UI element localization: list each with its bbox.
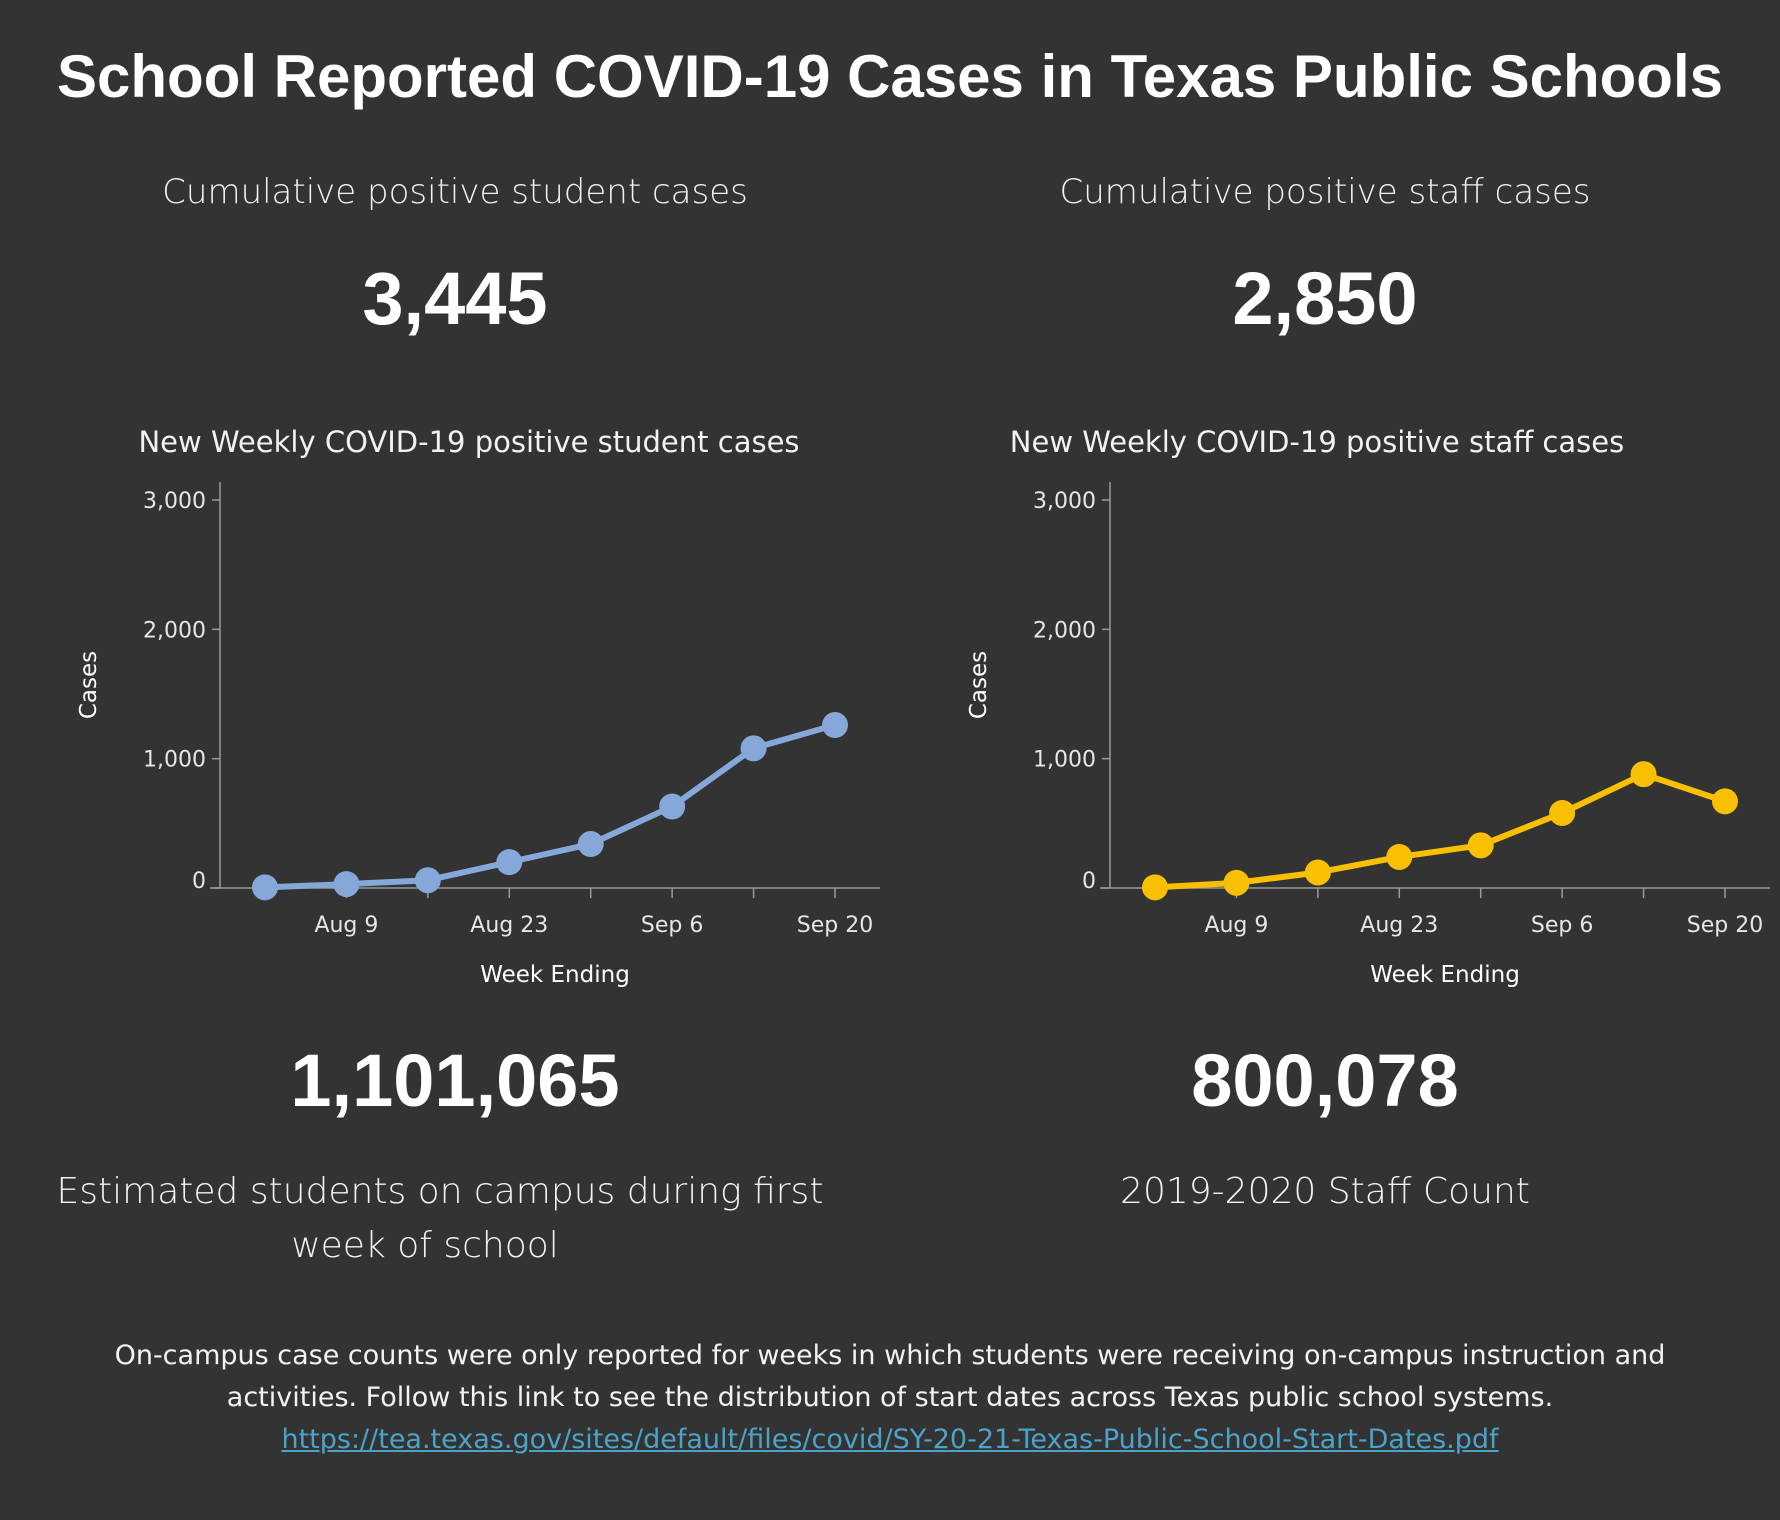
staff-chart-x-tick-label: Aug 9 <box>1204 913 1268 938</box>
staff-chart-x-tick-label: Aug 23 <box>1360 913 1438 938</box>
staff-chart-series-line <box>1152 771 1728 891</box>
students-on-campus-label-line1: Estimated students on campus during firs… <box>56 1171 824 1212</box>
student-chart-data-point <box>496 849 523 876</box>
students-on-campus-label: Estimated students on campus during firs… <box>0 1165 880 1273</box>
student-chart-x-tick-label: Aug 23 <box>470 913 548 938</box>
staff-chart-data-point <box>1223 869 1250 896</box>
staff-cumulative-label: Cumulative positive staff cases <box>1059 172 1591 212</box>
student-cumulative-value: 3,445 <box>362 257 548 340</box>
staff-chart-data-point <box>1467 832 1494 859</box>
student-chart-y-tick-label: 3,000 <box>143 489 206 514</box>
staff-chart: 0 1,000 2,000 3,000 Aug 9 Aug 23 Sep 6 Sep 20 We… <box>966 482 1770 988</box>
student-chart: 0 1,000 2,000 3,000 Aug 9 Aug 23 Sep 6 Sep 20 We… <box>76 482 880 988</box>
staff-chart-y-axis-title: Cases <box>966 651 992 719</box>
student-chart-y-tick-label: 0 <box>192 869 206 894</box>
staff-chart-data-point <box>1304 859 1331 886</box>
students-on-campus-value: 1,101,065 <box>290 1039 620 1122</box>
staff-chart-y-tick-label: 1,000 <box>1033 748 1096 773</box>
staff-chart-data-point <box>1142 874 1168 901</box>
staff-chart-y-tick-label: 3,000 <box>1033 489 1096 514</box>
staff-cumulative-value: 2,850 <box>1232 257 1418 340</box>
staff-chart-data-point <box>1712 788 1738 815</box>
student-chart-title: New Weekly COVID-19 positive student cas… <box>138 425 800 459</box>
student-chart-data-point <box>333 871 360 898</box>
student-chart-x-tick-label: Sep 20 <box>797 913 873 938</box>
student-chart-series-line <box>262 722 838 891</box>
student-chart-data-point <box>822 712 848 739</box>
staff-chart-data-point <box>1386 843 1413 870</box>
footnote-line2: activities. Follow this link to see the … <box>226 1382 1554 1413</box>
student-chart-data-point <box>740 735 767 762</box>
student-chart-data-point <box>414 867 441 894</box>
student-chart-data-point <box>252 874 278 901</box>
staff-count-value: 800,078 <box>1191 1039 1459 1122</box>
staff-chart-x-axis-title: Week Ending <box>1370 962 1520 988</box>
staff-chart-data-point <box>1630 761 1657 788</box>
student-chart-y-tick-label: 2,000 <box>143 618 206 643</box>
footnote: On-campus case counts were only reported… <box>60 1335 1720 1461</box>
footnote-line1: On-campus case counts were only reported… <box>114 1340 1666 1371</box>
start-dates-link[interactable]: https://tea.texas.gov/sites/default/file… <box>281 1424 1499 1455</box>
student-chart-x-axis-title: Week Ending <box>480 962 630 988</box>
staff-chart-x-tick-label: Sep 20 <box>1687 913 1763 938</box>
staff-chart-x-tick-label: Sep 6 <box>1531 913 1593 938</box>
page-title: School Reported COVID-19 Cases in Texas … <box>57 43 1723 110</box>
staff-chart-title: New Weekly COVID-19 positive staff cases <box>1009 425 1625 459</box>
student-chart-data-point <box>659 793 686 820</box>
students-on-campus-label-line2: week of school <box>291 1225 559 1266</box>
student-chart-data-point <box>577 831 604 858</box>
staff-chart-y-tick-label: 2,000 <box>1033 618 1096 643</box>
student-chart-x-tick-label: Sep 6 <box>641 913 703 938</box>
student-chart-x-tick-label: Aug 9 <box>314 913 378 938</box>
staff-count-label: 2019-2020 Staff Count <box>1120 1171 1530 1212</box>
staff-chart-data-point <box>1549 799 1576 826</box>
student-cumulative-label: Cumulative positive student cases <box>162 172 748 212</box>
staff-chart-y-tick-label: 0 <box>1082 869 1096 894</box>
student-chart-y-tick-label: 1,000 <box>143 748 206 773</box>
student-chart-y-axis-title: Cases <box>76 651 102 719</box>
